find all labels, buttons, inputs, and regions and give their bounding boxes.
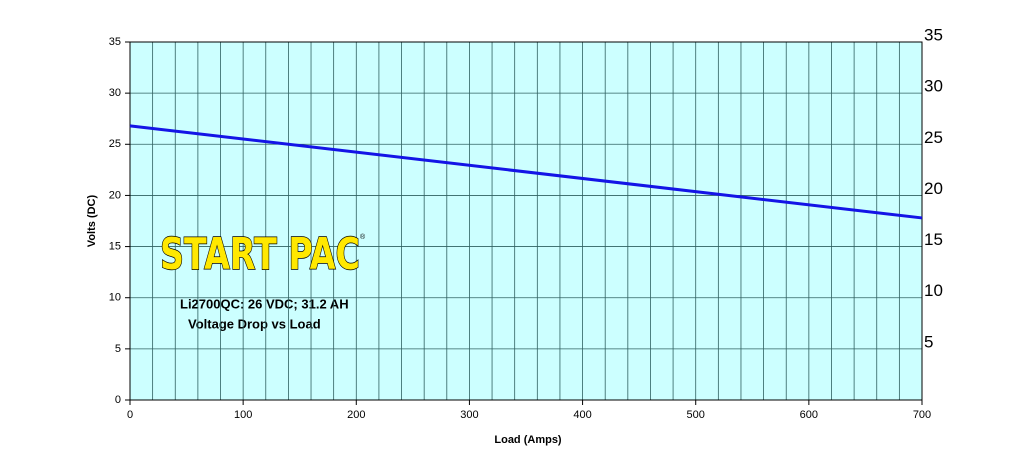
plot-frame [129,41,923,401]
x-tick-label: 600 [800,409,818,421]
plot-area [130,42,922,400]
y-tick-label: 30 [109,87,121,99]
logo-mark: ® [360,233,366,241]
y-tick-label: 15 [109,240,121,252]
logo: START PAC [160,229,360,280]
x-tick-label: 200 [347,409,365,421]
chart-title: Li2700QC: 26 VDC; 31.2 AH [180,296,349,311]
data-line [129,124,923,220]
y-axis-label: Volts (DC) [86,194,98,247]
x-axis-label: Load (Amps) [494,434,562,446]
x-tick-label: 700 [913,409,931,421]
y-tick-label: 35 [109,36,121,48]
x-tick-label: 400 [573,409,591,421]
y2-tick-label: 5 [924,332,933,351]
y-tick-label: 10 [109,292,121,304]
y-tick-label: 20 [109,189,121,201]
y2-tick-label: 15 [924,230,943,249]
y2-tick-label: 10 [924,281,943,300]
y2-tick-label: 30 [924,77,943,96]
x-tick-label: 500 [687,409,705,421]
chart-subtitle: Voltage Drop vs Load [188,316,321,331]
y2-tick-label: 20 [924,179,943,198]
y2-tick-label: 25 [924,128,943,147]
y2-tick-label: 35 [924,25,943,44]
y-tick-label: 0 [115,394,121,406]
y-tick-label: 25 [109,138,121,150]
x-tick-label: 0 [127,409,133,421]
x-tick-label: 300 [460,409,478,421]
x-tick-label: 100 [234,409,252,421]
y-tick-label: 5 [115,343,121,355]
